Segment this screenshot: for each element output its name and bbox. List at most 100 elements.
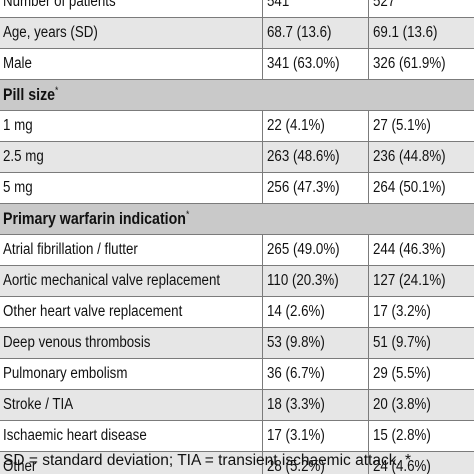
group-2-value-cell: 244 (46.3%)	[368, 234, 474, 266]
group-1-value-cell: 36 (6.7%)	[262, 358, 369, 390]
group-2-value-text: 29 (5.5%)	[372, 365, 431, 382]
group-2-value-text: 264 (50.1%)	[372, 179, 446, 196]
group-2-value-cell: 29 (5.5%)	[368, 358, 474, 390]
group-2-value-cell: 264 (50.1%)	[368, 172, 474, 204]
footnote-marker: *	[55, 85, 59, 97]
row-label-text: Ischaemic heart disease	[3, 427, 147, 444]
group-2-value-cell: 127 (24.1%)	[368, 265, 474, 297]
row-label-cell: Atrial fibrillation / flutter	[0, 234, 263, 266]
group-2-value-cell: 24 (4.6%)	[368, 451, 474, 474]
table-row: 1 mg 22 (4.1%) 27 (5.1%)	[0, 110, 474, 142]
group-1-value-text: 110 (20.3%)	[266, 272, 339, 289]
group-1-value-cell: 28 (5.2%)	[262, 451, 369, 474]
table-row: Male 341 (63.0%) 326 (61.9%)	[0, 48, 474, 80]
group-2-value-cell: 51 (9.7%)	[368, 327, 474, 359]
row-label-text: 5 mg	[3, 179, 33, 196]
group-1-value-cell: 541	[262, 0, 369, 18]
table-row: Stroke / TIA 18 (3.3%) 20 (3.8%)	[0, 389, 474, 421]
section-header-label: Primary warfarin indication*	[3, 209, 190, 228]
row-label-text: Other	[3, 458, 37, 474]
group-1-value-text: 265 (49.0%)	[266, 241, 340, 258]
row-label-cell: Stroke / TIA	[0, 389, 263, 421]
group-2-value-text: 20 (3.8%)	[372, 396, 431, 413]
row-label-cell: 1 mg	[0, 110, 263, 142]
group-1-value-text: 68.7 (13.6)	[266, 24, 331, 41]
row-label-cell: Male	[0, 48, 263, 80]
table-row: 2.5 mg 263 (48.6%) 236 (44.8%)	[0, 141, 474, 173]
group-2-value-text: 326 (61.9%)	[372, 55, 446, 72]
group-1-value-cell: 265 (49.0%)	[262, 234, 369, 266]
row-label-text: Atrial fibrillation / flutter	[3, 241, 138, 258]
table-row: Other 28 (5.2%) 24 (4.6%)	[0, 451, 474, 474]
row-label-cell: Pulmonary embolism	[0, 358, 263, 390]
row-label-cell: 2.5 mg	[0, 141, 263, 173]
row-label-cell: Deep venous thrombosis	[0, 327, 263, 359]
group-1-value-cell: 18 (3.3%)	[262, 389, 369, 421]
table-row: Aortic mechanical valve replacement 110 (…	[0, 265, 474, 297]
table-footnote: SD = standard deviation; TIA = transient…	[3, 452, 412, 469]
table-row: Atrial fibrillation / flutter 265 (49.0%)…	[0, 234, 474, 266]
row-label-text: Male	[3, 55, 32, 72]
row-label-text: Number of patients	[3, 0, 116, 10]
row-label-cell: 5 mg	[0, 172, 263, 204]
table-row: Deep venous thrombosis 53 (9.8%) 51 (9.7%)	[0, 327, 474, 359]
section-header-cell: Primary warfarin indication*	[0, 203, 474, 235]
group-1-value-cell: 17 (3.1%)	[262, 420, 369, 452]
group-2-value-text: 51 (9.7%)	[372, 334, 431, 351]
group-1-value-text: 22 (4.1%)	[266, 117, 325, 134]
group-1-value-text: 53 (9.8%)	[266, 334, 325, 351]
section-header-row: Pill size*	[0, 79, 474, 111]
group-2-value-text: 17 (3.2%)	[372, 303, 431, 320]
row-label-cell: Aortic mechanical valve replacement	[0, 265, 263, 297]
group-1-value-text: 17 (3.1%)	[266, 427, 325, 444]
table-row: 5 mg 256 (47.3%) 264 (50.1%)	[0, 172, 474, 204]
group-2-value-cell: 20 (3.8%)	[368, 389, 474, 421]
group-1-value-text: 263 (48.6%)	[266, 148, 340, 165]
row-label-text: Pulmonary embolism	[3, 365, 128, 382]
row-label-cell: Other heart valve replacement	[0, 296, 263, 328]
row-label-text: Other heart valve replacement	[3, 303, 183, 320]
group-2-value-text: 24 (4.6%)	[372, 458, 431, 474]
group-1-value-cell: 14 (2.6%)	[262, 296, 369, 328]
group-1-value-cell: 341 (63.0%)	[262, 48, 369, 80]
row-label-cell: Ischaemic heart disease	[0, 420, 263, 452]
group-1-value-cell: 110 (20.3%)	[262, 265, 369, 297]
group-1-value-cell: 256 (47.3%)	[262, 172, 369, 204]
group-2-value-cell: 527	[368, 0, 474, 18]
row-label-cell: Other	[0, 451, 263, 474]
section-header-cell: Pill size*	[0, 79, 474, 111]
row-label-text: 2.5 mg	[3, 148, 44, 165]
group-2-value-cell: 236 (44.8%)	[368, 141, 474, 173]
group-2-value-text: 244 (46.3%)	[372, 241, 446, 258]
row-label-text: Age, years (SD)	[3, 24, 98, 41]
group-1-value-text: 28 (5.2%)	[266, 458, 325, 474]
section-header-row: Primary warfarin indication*	[0, 203, 474, 235]
group-2-value-text: 236 (44.8%)	[372, 148, 446, 165]
footnote-marker: *	[185, 209, 190, 221]
row-label-text: Deep venous thrombosis	[3, 334, 151, 351]
row-label-cell: Number of patients	[0, 0, 263, 18]
group-1-value-text: 18 (3.3%)	[266, 396, 325, 413]
group-2-value-text: 27 (5.1%)	[372, 117, 431, 134]
group-1-value-text: 256 (47.3%)	[266, 179, 340, 196]
row-label-text: 1 mg	[3, 117, 33, 134]
group-1-value-cell: 68.7 (13.6)	[262, 17, 369, 49]
section-header-label: Pill size*	[3, 85, 59, 104]
group-2-value-text: 127 (24.1%)	[372, 272, 446, 289]
group-2-value-text: 527	[372, 0, 395, 10]
table-row: Ischaemic heart disease 17 (3.1%) 15 (2.8%…	[0, 420, 474, 452]
group-2-value-cell: 27 (5.1%)	[368, 110, 474, 142]
group-2-value-cell: 15 (2.8%)	[368, 420, 474, 452]
group-2-value-cell: 326 (61.9%)	[368, 48, 474, 80]
group-1-value-cell: 263 (48.6%)	[262, 141, 369, 173]
table-row: Other heart valve replacement 14 (2.6%) 17…	[0, 296, 474, 328]
group-1-value-text: 541	[266, 0, 289, 10]
group-2-value-text: 15 (2.8%)	[372, 427, 431, 444]
group-2-value-cell: 69.1 (13.6)	[368, 17, 474, 49]
group-2-value-text: 69.1 (13.6)	[372, 24, 437, 41]
row-label-text: Stroke / TIA	[3, 396, 74, 413]
table-row: Pulmonary embolism 36 (6.7%) 29 (5.5%)	[0, 358, 474, 390]
